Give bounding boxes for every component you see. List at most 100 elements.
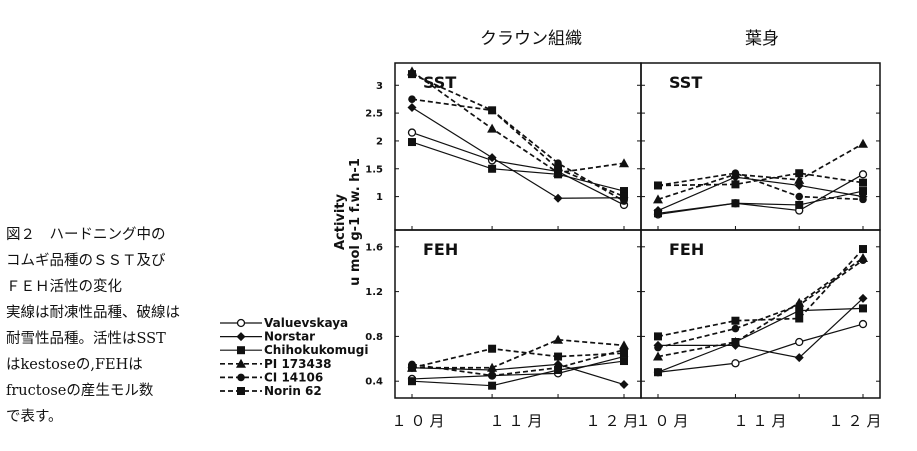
legend-label: Norin 62 bbox=[264, 384, 322, 398]
series-line bbox=[657, 307, 864, 373]
data-point bbox=[654, 343, 662, 352]
data-point bbox=[731, 199, 740, 208]
y-tick-label: 0.8 bbox=[365, 332, 383, 343]
panel-frame bbox=[640, 229, 881, 399]
data-point bbox=[487, 153, 497, 163]
caption-line: コムギ品種のＳＳＴ及び bbox=[6, 253, 166, 269]
data-point bbox=[858, 170, 868, 179]
panel-sst-crown: SST 1 1.5 2 2.5 3 bbox=[365, 62, 642, 231]
data-point bbox=[858, 138, 868, 148]
caption-line: ＦＥＨ活性の変化 bbox=[6, 279, 122, 295]
data-point bbox=[795, 169, 804, 178]
data-point bbox=[487, 362, 498, 372]
data-point bbox=[620, 187, 628, 196]
panel-label: FEH bbox=[423, 240, 458, 259]
panel-label: FEH bbox=[669, 240, 704, 259]
panels-layer: SST 1 1.5 2 2.5 3 SST FEH 0.4 0.8 1.2 1.6 FEH bbox=[365, 62, 881, 399]
data-point bbox=[654, 368, 662, 377]
caption-line: はkestoseの,FEHは bbox=[6, 357, 143, 373]
caption-line: 耐雪性品種。活性はSST bbox=[6, 331, 166, 347]
data-point bbox=[408, 363, 416, 372]
data-point bbox=[619, 380, 629, 390]
y-tick-label: 0.4 bbox=[365, 377, 383, 388]
legend-item: Norstar bbox=[220, 330, 315, 344]
data-point bbox=[408, 138, 416, 147]
data-point bbox=[730, 337, 741, 346]
data-point bbox=[407, 103, 417, 113]
data-point bbox=[795, 314, 804, 323]
series-line bbox=[657, 259, 864, 349]
y-tick-label: 2 bbox=[376, 136, 383, 147]
series-line bbox=[657, 142, 864, 201]
data-point bbox=[554, 164, 563, 173]
y-tick-label: 2.5 bbox=[365, 109, 383, 120]
data-point bbox=[554, 363, 562, 372]
caption-line: 図２ ハードニング中の bbox=[6, 227, 166, 243]
data-point bbox=[236, 318, 246, 328]
data-point bbox=[653, 194, 663, 204]
series-line bbox=[411, 360, 625, 387]
series-line bbox=[411, 363, 625, 386]
x-tick-label: １２月 bbox=[585, 412, 642, 430]
legend-label: Norstar bbox=[264, 330, 315, 344]
legend-item: CI 14106 bbox=[220, 370, 323, 384]
x-tick-label: １０月 bbox=[635, 412, 692, 430]
panel-label: SST bbox=[423, 73, 456, 92]
panel-feh-leaf: FEH bbox=[640, 229, 881, 399]
panel-feh-crown: FEH 0.4 0.8 1.2 1.6 bbox=[365, 229, 642, 399]
series-line bbox=[411, 132, 625, 206]
data-point bbox=[408, 95, 416, 103]
legend-label: Valuevskaya bbox=[264, 316, 348, 330]
x-tick-label: １１月 bbox=[489, 412, 546, 430]
data-point bbox=[654, 332, 662, 341]
y-axis-label: Activity u mol g-1 f.w. h-1 bbox=[333, 158, 363, 286]
legend-item: Valuevskaya bbox=[220, 316, 348, 330]
data-point bbox=[408, 70, 416, 79]
data-point bbox=[237, 346, 245, 355]
series-line bbox=[657, 257, 864, 358]
legend-item: Chihokukomugi bbox=[220, 343, 368, 357]
series-line bbox=[411, 98, 625, 202]
series-line bbox=[411, 107, 625, 199]
y-tick-label: 1.6 bbox=[365, 242, 383, 253]
legend-item: PI 173438 bbox=[220, 357, 332, 371]
data-point bbox=[859, 245, 867, 254]
data-point bbox=[407, 128, 417, 137]
data-point bbox=[553, 334, 564, 344]
data-point bbox=[619, 158, 629, 168]
y-tick-label: 1.5 bbox=[365, 164, 383, 175]
y-tick-label: 3 bbox=[376, 81, 383, 92]
legend-label: Chihokukomugi bbox=[264, 343, 368, 357]
data-point bbox=[236, 332, 246, 342]
series-line bbox=[412, 338, 625, 369]
data-point bbox=[488, 371, 496, 380]
data-point bbox=[731, 180, 740, 189]
data-point bbox=[237, 373, 245, 382]
data-point bbox=[795, 192, 804, 201]
data-point bbox=[554, 352, 563, 361]
data-point bbox=[488, 344, 497, 353]
data-point bbox=[731, 316, 740, 325]
data-point bbox=[236, 358, 246, 368]
legend-label: CI 14106 bbox=[264, 370, 323, 384]
data-point bbox=[237, 387, 245, 395]
caption-line: fructoseの産生モル数 bbox=[6, 383, 154, 399]
data-point bbox=[794, 174, 805, 184]
data-point bbox=[654, 209, 662, 218]
data-point bbox=[620, 192, 628, 201]
y-axis-label-line1: Activity bbox=[333, 193, 348, 250]
data-point bbox=[488, 106, 497, 115]
data-point bbox=[488, 381, 497, 390]
y-axis-label-line2: u mol g-1 f.w. h-1 bbox=[348, 158, 363, 286]
series-line bbox=[411, 141, 625, 192]
x-tick-label: １２月 bbox=[828, 412, 885, 430]
series-line bbox=[411, 347, 625, 369]
data-point bbox=[858, 319, 868, 329]
x-tick-label: １１月 bbox=[733, 412, 790, 430]
caption-line: で表す。 bbox=[6, 409, 63, 425]
data-point bbox=[859, 304, 867, 313]
data-point bbox=[653, 351, 663, 361]
x-tick-label: １０月 bbox=[391, 412, 448, 430]
y-tick-label: 1.2 bbox=[365, 287, 383, 298]
